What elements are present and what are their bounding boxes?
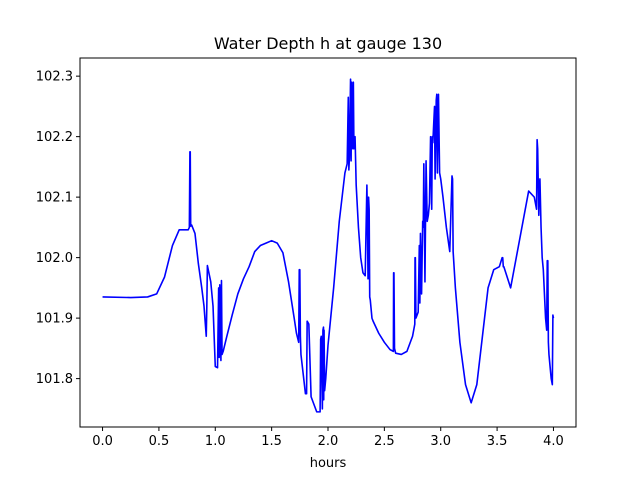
y-tick-label: 102.3	[36, 70, 73, 85]
x-tick-label: 0.0	[92, 434, 113, 449]
data-layer	[102, 78, 555, 413]
chart-title: Water Depth h at gauge 130	[214, 34, 442, 53]
x-tick-label: 0.5	[149, 434, 170, 449]
x-tick-label: 2.0	[318, 434, 339, 449]
x-tick-label: 1.5	[261, 434, 282, 449]
plot-area	[80, 58, 576, 427]
x-tick-label: 3.5	[487, 434, 508, 449]
plot-frame	[79, 57, 577, 428]
y-axis: 101.8 101.9 102.0 102.1 102.2 102.3	[36, 70, 80, 387]
y-tick-label: 102.2	[36, 130, 73, 145]
x-tick-label: 1.0	[205, 434, 226, 449]
x-tick-label: 4.0	[543, 434, 564, 449]
x-tick-label: 2.5	[374, 434, 395, 449]
x-axis-label: hours	[310, 456, 347, 471]
y-tick-label: 102.0	[36, 251, 73, 266]
x-axis: 0.0 0.5 1.0 1.5 2.0 2.5 3.0 3.5 4.0	[92, 427, 564, 449]
x-tick-label: 3.0	[430, 434, 451, 449]
y-tick-label: 101.8	[36, 372, 73, 387]
series-line	[102, 78, 555, 413]
y-tick-label: 101.9	[36, 312, 73, 327]
y-tick-label: 102.1	[36, 191, 73, 206]
